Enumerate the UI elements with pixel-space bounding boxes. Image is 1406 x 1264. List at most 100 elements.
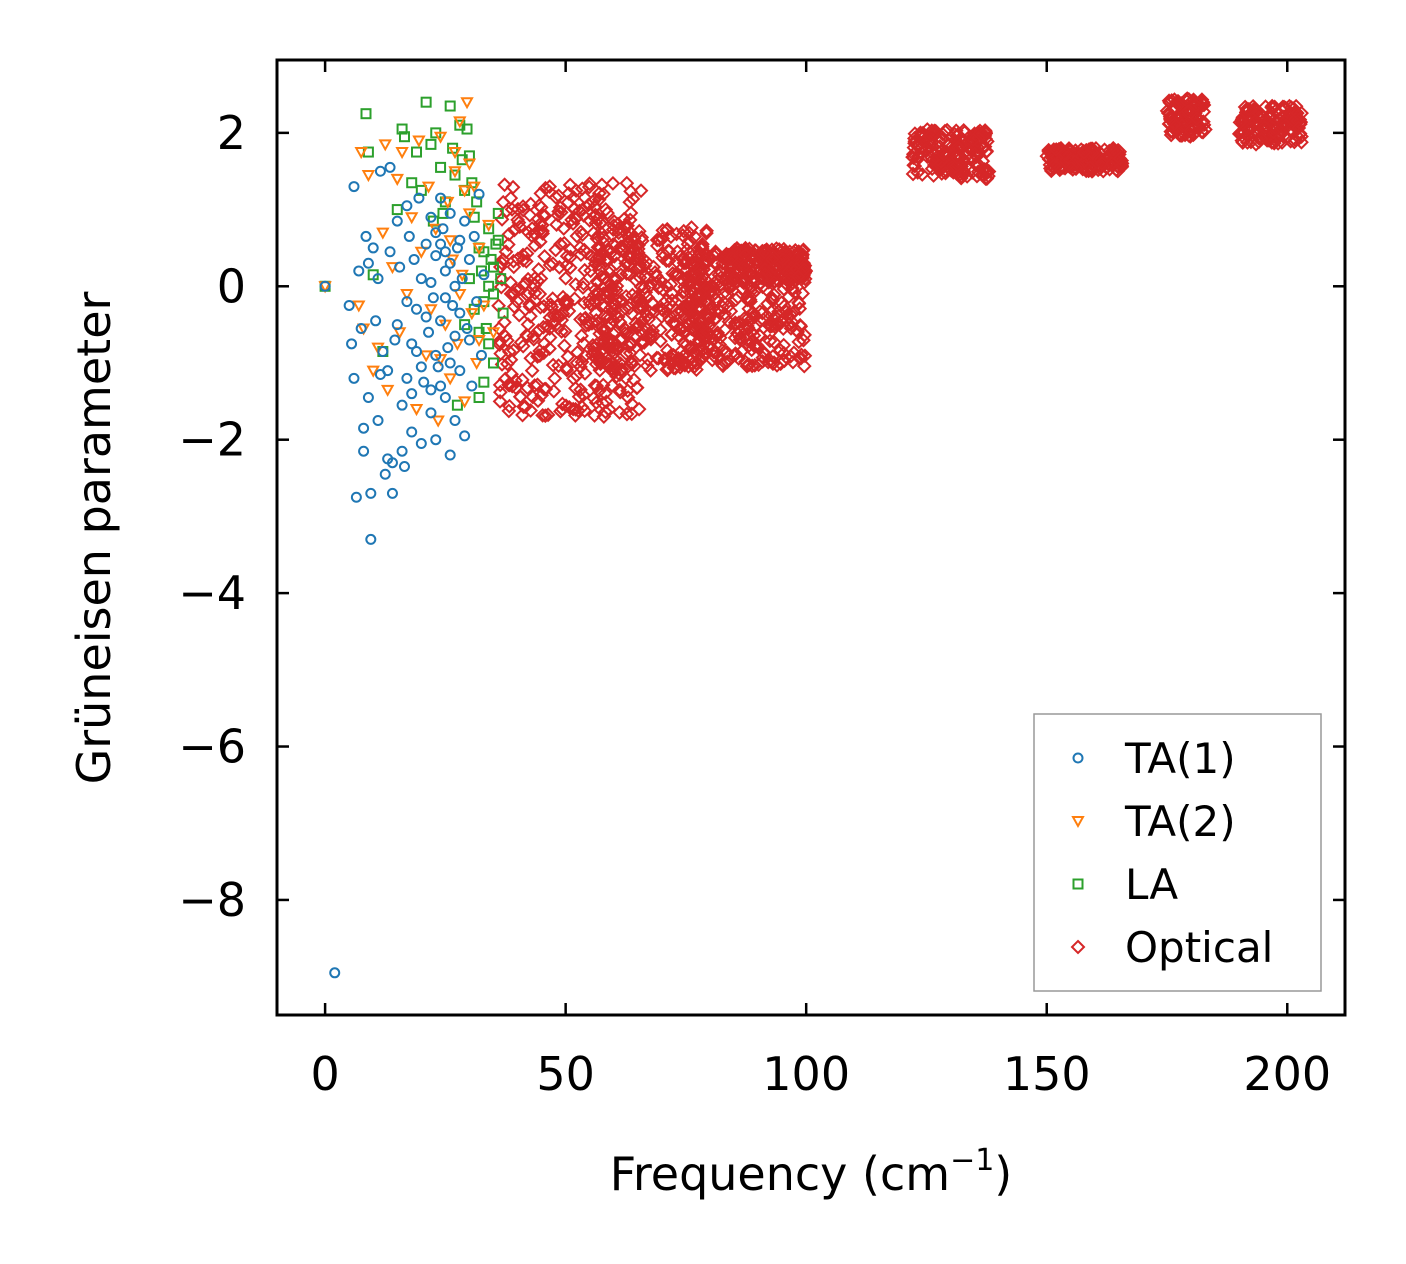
point-optical <box>643 331 659 347</box>
point-ta2 <box>378 139 392 152</box>
point-optical <box>506 222 522 238</box>
point-optical <box>775 321 791 336</box>
x-tick-label: 200 <box>1243 1047 1331 1101</box>
point-optical <box>600 284 616 299</box>
point-optical <box>552 259 567 275</box>
point-ta1 <box>411 303 423 315</box>
point-ta1 <box>396 445 408 457</box>
point-ta1 <box>418 376 430 388</box>
point-ta1 <box>372 415 384 427</box>
point-optical <box>658 253 674 269</box>
point-optical <box>648 268 664 283</box>
point-optical <box>753 270 769 286</box>
point-optical <box>515 199 531 214</box>
point-optical <box>593 225 609 241</box>
point-optical <box>561 399 577 415</box>
point-ta1 <box>374 165 386 177</box>
point-optical <box>597 298 613 314</box>
point-optical <box>917 142 933 158</box>
point-optical <box>493 279 509 295</box>
point-ta1 <box>329 967 341 979</box>
point-optical <box>1166 99 1182 115</box>
point-optical <box>633 183 649 199</box>
legend-label: TA(1) <box>1124 734 1236 783</box>
point-optical <box>526 328 542 344</box>
point-ta2 <box>462 158 477 171</box>
point-optical <box>740 357 755 373</box>
point-ta2 <box>380 384 395 397</box>
point-optical <box>623 205 639 221</box>
point-optical <box>764 251 780 267</box>
point-optical <box>624 356 640 372</box>
point-optical <box>915 134 931 150</box>
y-tick-label: 0 <box>217 259 246 313</box>
point-ta2 <box>421 181 436 194</box>
point-optical <box>949 150 965 166</box>
point-optical <box>545 357 561 373</box>
point-optical <box>645 296 661 312</box>
point-optical <box>1112 151 1128 166</box>
point-optical <box>706 248 721 263</box>
point-optical <box>548 242 564 258</box>
point-optical <box>769 310 785 326</box>
point-optical <box>1060 149 1076 165</box>
point-optical <box>704 329 720 345</box>
point-ta2 <box>457 396 472 409</box>
point-optical <box>667 308 683 324</box>
point-optical <box>781 309 797 325</box>
point-optical <box>938 165 953 181</box>
point-optical <box>620 390 636 405</box>
point-ta1 <box>468 230 480 242</box>
point-optical <box>1291 120 1307 136</box>
point-la <box>492 207 504 219</box>
point-optical <box>700 324 716 340</box>
point-ta1 <box>439 265 451 277</box>
point-la <box>425 138 437 150</box>
point-optical <box>1253 131 1269 147</box>
point-la <box>420 96 432 108</box>
point-optical <box>595 377 611 393</box>
point-ta1 <box>386 457 398 469</box>
point-ta2 <box>453 288 467 302</box>
point-optical <box>738 267 754 283</box>
point-ta2 <box>414 246 429 259</box>
point-ta2 <box>472 242 486 255</box>
point-optical <box>576 336 591 351</box>
point-optical <box>1094 155 1110 171</box>
point-optical <box>727 330 743 346</box>
point-ta1 <box>386 487 398 499</box>
point-optical <box>568 380 583 396</box>
series-ta1 <box>319 161 490 979</box>
point-la <box>435 161 447 173</box>
point-optical <box>980 162 995 178</box>
point-optical <box>501 344 517 360</box>
point-optical <box>636 335 652 350</box>
point-optical <box>586 390 602 406</box>
point-optical <box>558 398 574 414</box>
point-optical <box>589 317 604 333</box>
point-ta2 <box>460 97 474 110</box>
point-optical <box>673 343 689 359</box>
point-optical <box>926 123 942 139</box>
point-optical <box>1049 150 1065 165</box>
point-optical <box>559 360 574 375</box>
point-optical <box>699 225 714 241</box>
point-optical <box>1180 103 1196 119</box>
point-optical <box>723 303 739 319</box>
point-ta1 <box>475 349 487 361</box>
point-ta2 <box>443 373 457 386</box>
point-optical <box>724 250 740 266</box>
point-optical <box>624 396 640 412</box>
point-optical <box>1063 160 1079 176</box>
point-optical <box>635 321 650 337</box>
point-optical <box>557 323 573 339</box>
point-ta1 <box>406 388 418 400</box>
point-ta1 <box>425 276 437 288</box>
point-optical <box>665 266 681 281</box>
point-optical <box>978 171 994 187</box>
point-optical <box>555 396 570 412</box>
point-optical <box>1196 104 1212 120</box>
point-optical <box>667 315 682 331</box>
point-optical <box>504 378 520 394</box>
point-optical <box>588 395 604 411</box>
